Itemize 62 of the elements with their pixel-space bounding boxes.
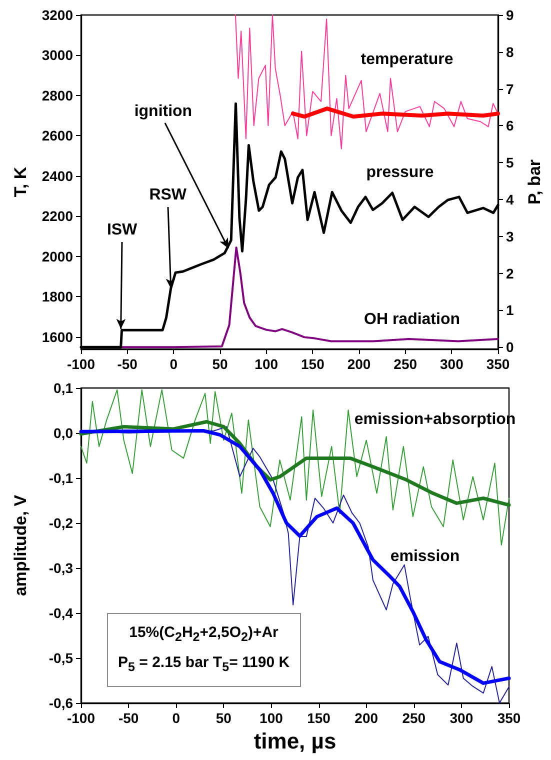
- series-label: pressure: [366, 164, 434, 182]
- y-tick-label: -0,1: [48, 470, 74, 486]
- x-tick-label: -100: [66, 710, 96, 726]
- x-tick-label: 150: [300, 356, 325, 372]
- y-tick-label: 0,1: [54, 380, 74, 396]
- x-tick-label: -50: [118, 710, 139, 726]
- y2-tick-label: 4: [506, 192, 514, 208]
- y-tick-label: -0,3: [48, 560, 74, 576]
- x-tick-label: 0: [170, 356, 178, 372]
- annotation: ignition: [134, 102, 192, 120]
- y-tick-label: 2000: [42, 248, 74, 264]
- y2-tick-label: 9: [506, 7, 514, 23]
- x-tick-label: 50: [216, 710, 232, 726]
- x-tick-label: -100: [66, 356, 96, 372]
- x-tick-label: 50: [212, 356, 228, 372]
- y-tick-label: 2600: [42, 128, 74, 144]
- x-tick-label: 350: [486, 356, 510, 372]
- y2-tick-label: 7: [506, 80, 514, 97]
- line-series: [290, 106, 500, 119]
- y-tick-label: -0,5: [48, 650, 74, 666]
- annotation: ISW: [106, 222, 138, 238]
- y-tick-label: 0,0: [54, 425, 74, 441]
- x-axis-title: time, µs: [254, 728, 336, 754]
- y2-tick-label: 8: [506, 44, 514, 60]
- y-tick-label: 2400: [42, 168, 74, 184]
- x-tick-label: 300: [450, 710, 474, 726]
- x-tick-label: 200: [354, 710, 378, 726]
- x-tick-label: 150: [307, 710, 331, 726]
- y2-axis-title: P, bar: [525, 159, 544, 205]
- x-tick-label: -50: [117, 356, 138, 372]
- y-tick-label: 1800: [42, 288, 74, 305]
- y-tick-label: 3000: [42, 47, 74, 64]
- x-tick-label: 200: [347, 356, 371, 372]
- y-tick-label: -0,2: [48, 515, 74, 531]
- y2-tick-label: 0: [506, 339, 514, 356]
- y-tick-label: 2800: [42, 87, 74, 104]
- x-tick-label: 100: [254, 356, 278, 372]
- y-tick-label: -0,6: [48, 695, 74, 711]
- annotation: RSW: [149, 186, 188, 204]
- x-tick-label: 100: [260, 710, 284, 726]
- x-tick-label: 250: [394, 356, 418, 372]
- x-tick-label: 250: [402, 710, 426, 726]
- y2-tick-label: 5: [506, 154, 514, 171]
- annotation: P$_{5}$ = 2.15 bar T$_{5}$= 1190 K: [118, 653, 290, 676]
- y2-tick-label: 2: [506, 265, 514, 282]
- y-axis-title: T, K: [11, 166, 30, 198]
- y-tick-label: 3200: [42, 7, 74, 23]
- y-tick-label: 1600: [42, 328, 74, 345]
- x-tick-label: 300: [440, 356, 464, 372]
- y2-tick-label: 3: [506, 228, 514, 244]
- text: temperature: [360, 51, 454, 69]
- annotation: 15%(C$_{2}$H$_{2}$+2,5O$_{2}$)+Ar: [128, 623, 280, 646]
- x-tick-label: 350: [497, 710, 521, 726]
- y2-tick-label: 1: [506, 302, 514, 318]
- y-axis-title: amplitude, V: [11, 494, 30, 596]
- y2-tick-label: 6: [506, 118, 514, 134]
- series-label: emission: [390, 548, 460, 566]
- y-tick-label: 2200: [42, 208, 74, 224]
- series-label: OH radiation: [364, 311, 460, 329]
- x-tick-label: 0: [172, 710, 180, 726]
- y-tick-label: -0,4: [48, 605, 74, 621]
- line-series: [234, 14, 498, 150]
